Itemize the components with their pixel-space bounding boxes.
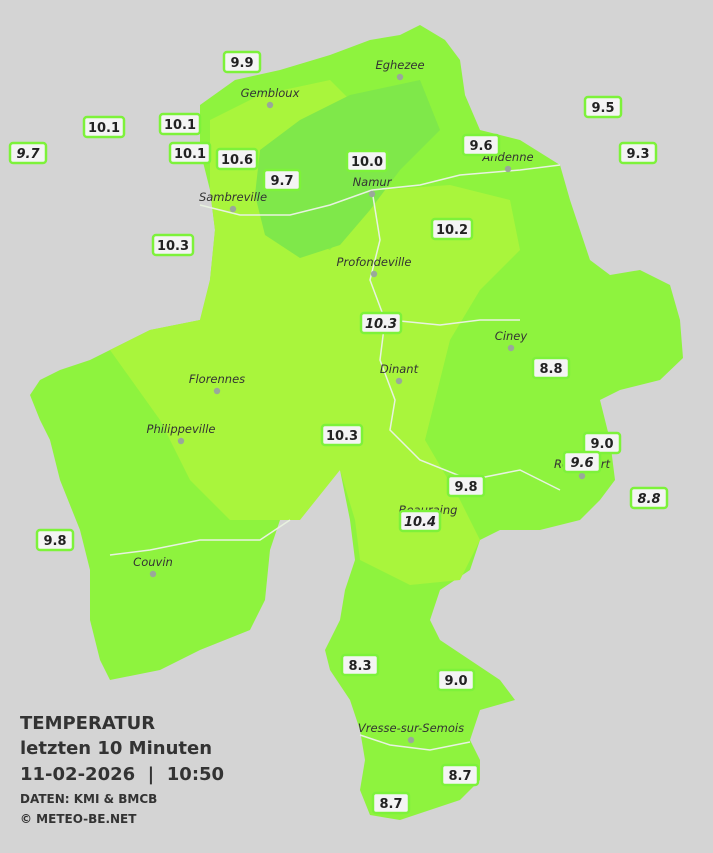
station-value: 10.1 — [88, 121, 120, 136]
station-value: 9.7 — [16, 147, 40, 162]
city-label: Florennes — [189, 372, 245, 386]
station-box — [461, 133, 501, 157]
station-value: 9.9 — [230, 56, 253, 71]
station-value: 10.3 — [326, 429, 358, 444]
station-box — [436, 668, 476, 692]
station-value: 10.1 — [174, 147, 206, 162]
legend-copyright: © METEO-BE.NET — [20, 812, 137, 826]
city-dot — [370, 270, 378, 278]
station-value: 8.8 — [539, 362, 562, 377]
station-box — [629, 486, 669, 510]
station-value: 10.3 — [365, 317, 397, 332]
station-box — [430, 217, 474, 241]
city-dot — [149, 570, 157, 578]
city-label: Namur — [353, 175, 393, 189]
city-dot — [578, 472, 586, 480]
station-value: 10.3 — [157, 239, 189, 254]
station-box — [618, 141, 658, 165]
station-value: 8.8 — [637, 492, 660, 507]
station-box — [440, 763, 480, 787]
station-box — [582, 431, 622, 455]
station-box — [359, 311, 403, 335]
station-value: 9.6 — [570, 456, 593, 471]
city-label: Profondeville — [337, 255, 412, 269]
city-label: Sambreville — [199, 190, 267, 204]
city-label: Dinant — [380, 362, 419, 376]
station-value: 10.6 — [221, 153, 253, 168]
legend: TEMPERATUR letzten 10 Minuten 11-02-2026… — [20, 713, 224, 826]
station-box — [82, 115, 126, 139]
legend-period: letzten 10 Minuten — [20, 738, 212, 759]
station-box — [35, 528, 75, 552]
station-box — [158, 112, 202, 136]
station-value: 8.3 — [348, 659, 371, 674]
city-dot — [407, 736, 415, 744]
station-value: 10.1 — [164, 118, 196, 133]
station-value: 9.0 — [444, 674, 467, 689]
station-value: 9.3 — [626, 147, 649, 162]
city-dot — [177, 437, 185, 445]
city-dot — [507, 344, 515, 352]
city-dot — [229, 205, 237, 213]
city-dot — [395, 377, 403, 385]
city-label: Ciney — [495, 329, 528, 343]
city-label: Vresse-sur-Semois — [358, 721, 464, 735]
station-box — [531, 356, 571, 380]
station-value: 10.4 — [404, 515, 436, 530]
station-box — [340, 653, 380, 677]
city-dot — [266, 101, 274, 109]
city-dot — [368, 190, 376, 198]
station-value: 10.0 — [351, 155, 383, 170]
station-box — [8, 141, 48, 165]
city-dot — [504, 165, 512, 173]
city-label: Gembloux — [241, 86, 300, 100]
legend-timestamp: 11-02-2026 | 10:50 — [20, 764, 224, 785]
city-dot — [213, 387, 221, 395]
city-label: Eghezee — [375, 58, 424, 72]
station-value: 8.7 — [379, 797, 402, 812]
warm-zone — [110, 80, 520, 585]
station-value: 9.5 — [591, 101, 614, 116]
station-value: 9.6 — [469, 139, 492, 154]
city-label: Couvin — [133, 555, 173, 569]
station-box — [371, 791, 411, 815]
station-box — [583, 95, 623, 119]
station-value: 9.8 — [43, 534, 66, 549]
legend-source: DATEN: KMI & BMCB — [20, 792, 157, 806]
station-box — [151, 233, 195, 257]
city-dot — [396, 73, 404, 81]
station-box — [222, 50, 262, 74]
station-value: 9.7 — [270, 174, 293, 189]
station-box — [215, 147, 259, 171]
station-value: 10.2 — [436, 223, 468, 238]
station-box — [320, 423, 364, 447]
city-label: Philippeville — [147, 422, 216, 436]
station-box — [562, 450, 602, 474]
station-value: 9.8 — [454, 480, 477, 495]
station-box — [398, 509, 442, 533]
station-value: 8.7 — [448, 769, 471, 784]
station-box — [345, 149, 389, 173]
legend-title: TEMPERATUR — [20, 713, 155, 734]
station-box — [168, 141, 212, 165]
station-box — [262, 168, 302, 192]
station-value: 9.0 — [590, 437, 613, 452]
station-box — [446, 474, 486, 498]
rivers — [109, 164, 561, 751]
